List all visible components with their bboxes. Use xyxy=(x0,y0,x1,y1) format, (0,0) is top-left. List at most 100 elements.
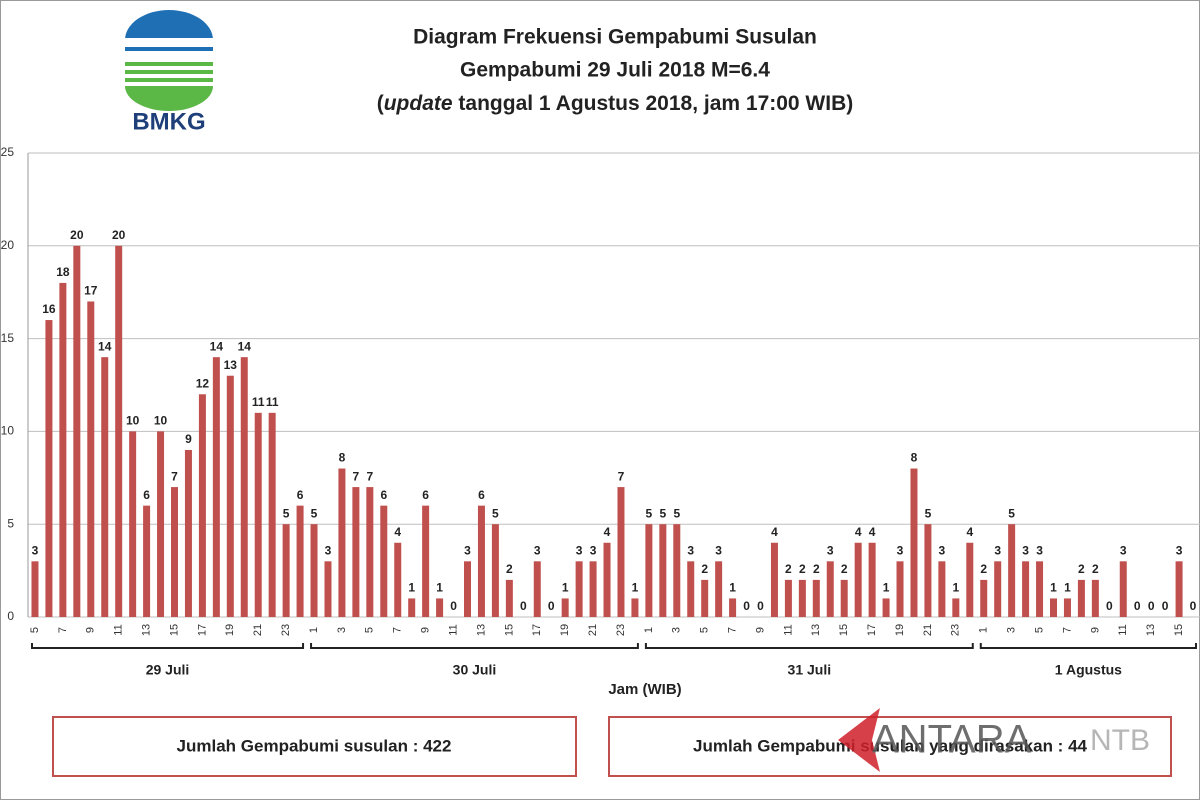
bar xyxy=(157,431,165,617)
bar xyxy=(784,579,792,617)
bar xyxy=(840,579,848,617)
data-label: 5 xyxy=(283,506,290,520)
data-label: 5 xyxy=(646,506,653,520)
bar xyxy=(268,412,276,617)
bar xyxy=(1091,579,1099,617)
bar xyxy=(73,245,81,618)
data-label: 20 xyxy=(112,228,126,242)
bar xyxy=(436,598,444,617)
x-tick-label: 13 xyxy=(810,624,822,636)
data-label: 2 xyxy=(506,562,513,576)
bar xyxy=(729,598,737,617)
bar xyxy=(812,579,820,617)
x-tick-label: 23 xyxy=(280,624,292,636)
bar xyxy=(129,431,137,617)
x-tick-label: 19 xyxy=(224,624,236,636)
data-label: 4 xyxy=(604,525,611,539)
x-tick-label: 23 xyxy=(615,624,627,636)
logo-text: BMKG xyxy=(132,108,205,135)
bar xyxy=(505,579,513,617)
data-label: 3 xyxy=(939,543,946,557)
data-label: 4 xyxy=(869,525,876,539)
bar xyxy=(464,561,471,617)
data-label: 14 xyxy=(238,339,252,353)
x-tick-label: 11 xyxy=(782,624,794,635)
bar xyxy=(1050,598,1057,617)
group-label: 30 Juli xyxy=(453,662,497,678)
data-label: 3 xyxy=(32,543,39,557)
note-emphasis: update xyxy=(384,92,453,115)
bar xyxy=(324,561,332,617)
data-label: 1 xyxy=(1064,581,1071,595)
data-label: 2 xyxy=(785,562,792,576)
data-label: 3 xyxy=(534,543,541,557)
group-label: 1 Agustus xyxy=(1055,662,1122,678)
data-label: 3 xyxy=(687,543,694,557)
x-tick-label: 15 xyxy=(1173,624,1185,636)
x-tick-label: 3 xyxy=(336,627,348,633)
bar xyxy=(980,579,988,617)
data-label: 0 xyxy=(743,599,750,613)
x-tick-label: 13 xyxy=(141,624,153,636)
data-label: 6 xyxy=(422,488,429,502)
x-tick-label: 7 xyxy=(392,627,404,633)
y-tick-label: 20 xyxy=(1,238,15,252)
data-label: 18 xyxy=(56,265,70,279)
y-tick-label: 5 xyxy=(7,516,14,530)
x-tick-label: 21 xyxy=(587,624,599,636)
data-label: 11 xyxy=(266,395,279,409)
data-label: 6 xyxy=(297,488,304,502)
x-tick-label: 5 xyxy=(29,627,41,633)
bar xyxy=(673,524,681,617)
bar xyxy=(994,561,1002,617)
bar xyxy=(631,598,639,617)
x-tick-label: 5 xyxy=(1033,627,1045,633)
x-tick-label: 19 xyxy=(559,624,571,636)
watermark-region: NTB xyxy=(1090,724,1150,757)
x-tick-label: 21 xyxy=(922,624,934,636)
bar xyxy=(603,542,611,617)
data-label: 8 xyxy=(339,451,346,465)
y-tick-label: 25 xyxy=(1,145,15,159)
x-tick-label: 21 xyxy=(252,624,264,636)
bar xyxy=(561,598,569,617)
bar xyxy=(938,561,946,617)
data-label: 3 xyxy=(715,543,722,557)
data-label: 3 xyxy=(464,543,471,557)
bar xyxy=(352,487,360,617)
x-tick-label: 17 xyxy=(531,624,543,636)
data-label: 0 xyxy=(520,599,527,613)
data-label: 2 xyxy=(799,562,806,576)
bar xyxy=(380,505,388,617)
data-label: 5 xyxy=(1008,506,1015,520)
data-label: 3 xyxy=(897,543,904,557)
data-label: 0 xyxy=(1134,599,1141,613)
data-label: 13 xyxy=(224,358,238,372)
bar xyxy=(477,505,485,617)
bar xyxy=(226,375,234,617)
bar xyxy=(854,542,862,617)
data-label: 3 xyxy=(1176,543,1183,557)
data-label: 3 xyxy=(827,543,834,557)
bar xyxy=(45,320,53,617)
bar xyxy=(408,598,416,617)
y-tick-label: 10 xyxy=(1,424,15,438)
data-label: 0 xyxy=(1106,599,1113,613)
x-tick-label: 9 xyxy=(1089,627,1101,633)
x-tick-label: 1 xyxy=(308,627,320,633)
x-tick-label: 13 xyxy=(475,624,487,636)
x-tick-label: 19 xyxy=(894,624,906,636)
bar xyxy=(659,524,667,617)
bar xyxy=(952,598,960,617)
note-open: ( xyxy=(377,92,384,115)
data-label: 2 xyxy=(1092,562,1099,576)
data-label: 7 xyxy=(353,469,360,483)
data-label: 0 xyxy=(1148,599,1155,613)
data-label: 0 xyxy=(1190,599,1197,613)
data-label: 1 xyxy=(952,581,959,595)
data-label: 3 xyxy=(590,543,597,557)
data-label: 1 xyxy=(729,581,736,595)
data-label: 3 xyxy=(1036,543,1043,557)
bar xyxy=(687,561,695,617)
data-label: 6 xyxy=(143,488,150,502)
